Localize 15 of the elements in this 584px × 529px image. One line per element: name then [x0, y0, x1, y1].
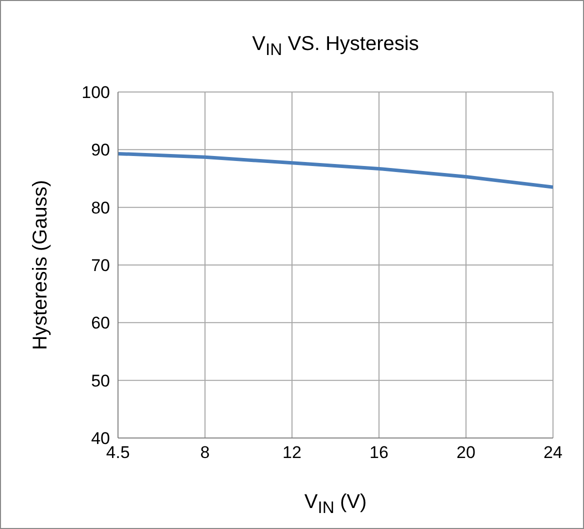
chart-title: V$_{IN}$ VS. Hysteresis	[251, 33, 420, 60]
y-tick-label: 50	[91, 371, 110, 390]
x-tick-label: 20	[456, 443, 476, 462]
line-series	[118, 152, 553, 189]
y-tick-label: 90	[91, 140, 110, 160]
y-tick-label: 70	[91, 256, 110, 276]
y-tick-label: 100	[82, 83, 110, 102]
x-tick-label: 16	[370, 443, 388, 462]
x-tick-label: 12	[282, 443, 302, 462]
y-axis-title: Hysteresis (Gauss)	[30, 178, 52, 352]
x-axis-title: V$_{IN}$ (V)	[303, 491, 368, 518]
y-tick-label: 80	[91, 198, 110, 218]
x-tick-label: 8	[200, 443, 210, 462]
y-tick-label: 60	[91, 314, 110, 333]
x-tick-label: 24	[544, 443, 562, 462]
